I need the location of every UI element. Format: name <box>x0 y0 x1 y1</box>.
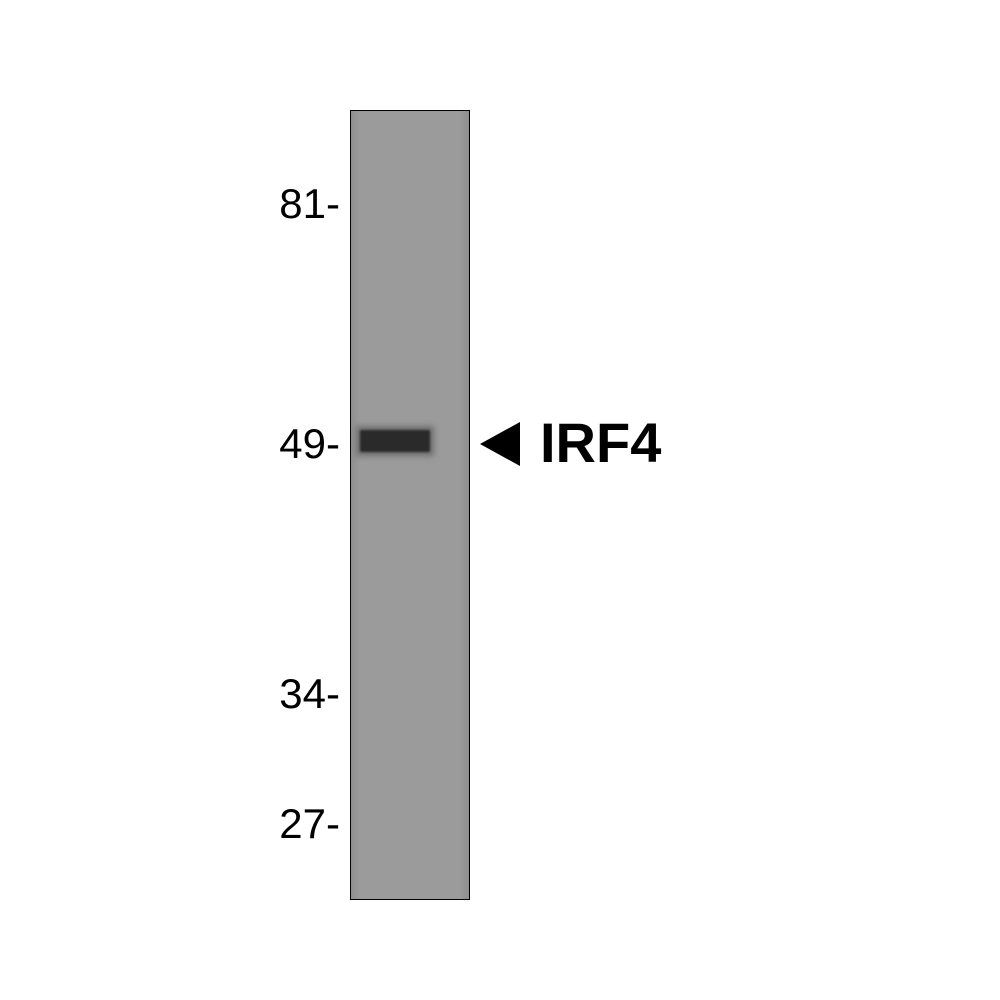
mw-marker-81: 81- <box>230 180 340 228</box>
blot-figure: 81- 49- 34- 27- IRF4 <box>0 0 1000 1000</box>
pointer-arrow-icon <box>480 422 520 466</box>
gel-lane <box>350 110 470 900</box>
mw-marker-49: 49- <box>230 420 340 468</box>
mw-marker-27: 27- <box>230 800 340 848</box>
mw-marker-34: 34- <box>230 670 340 718</box>
protein-name-label: IRF4 <box>540 410 661 475</box>
protein-band <box>360 430 430 452</box>
